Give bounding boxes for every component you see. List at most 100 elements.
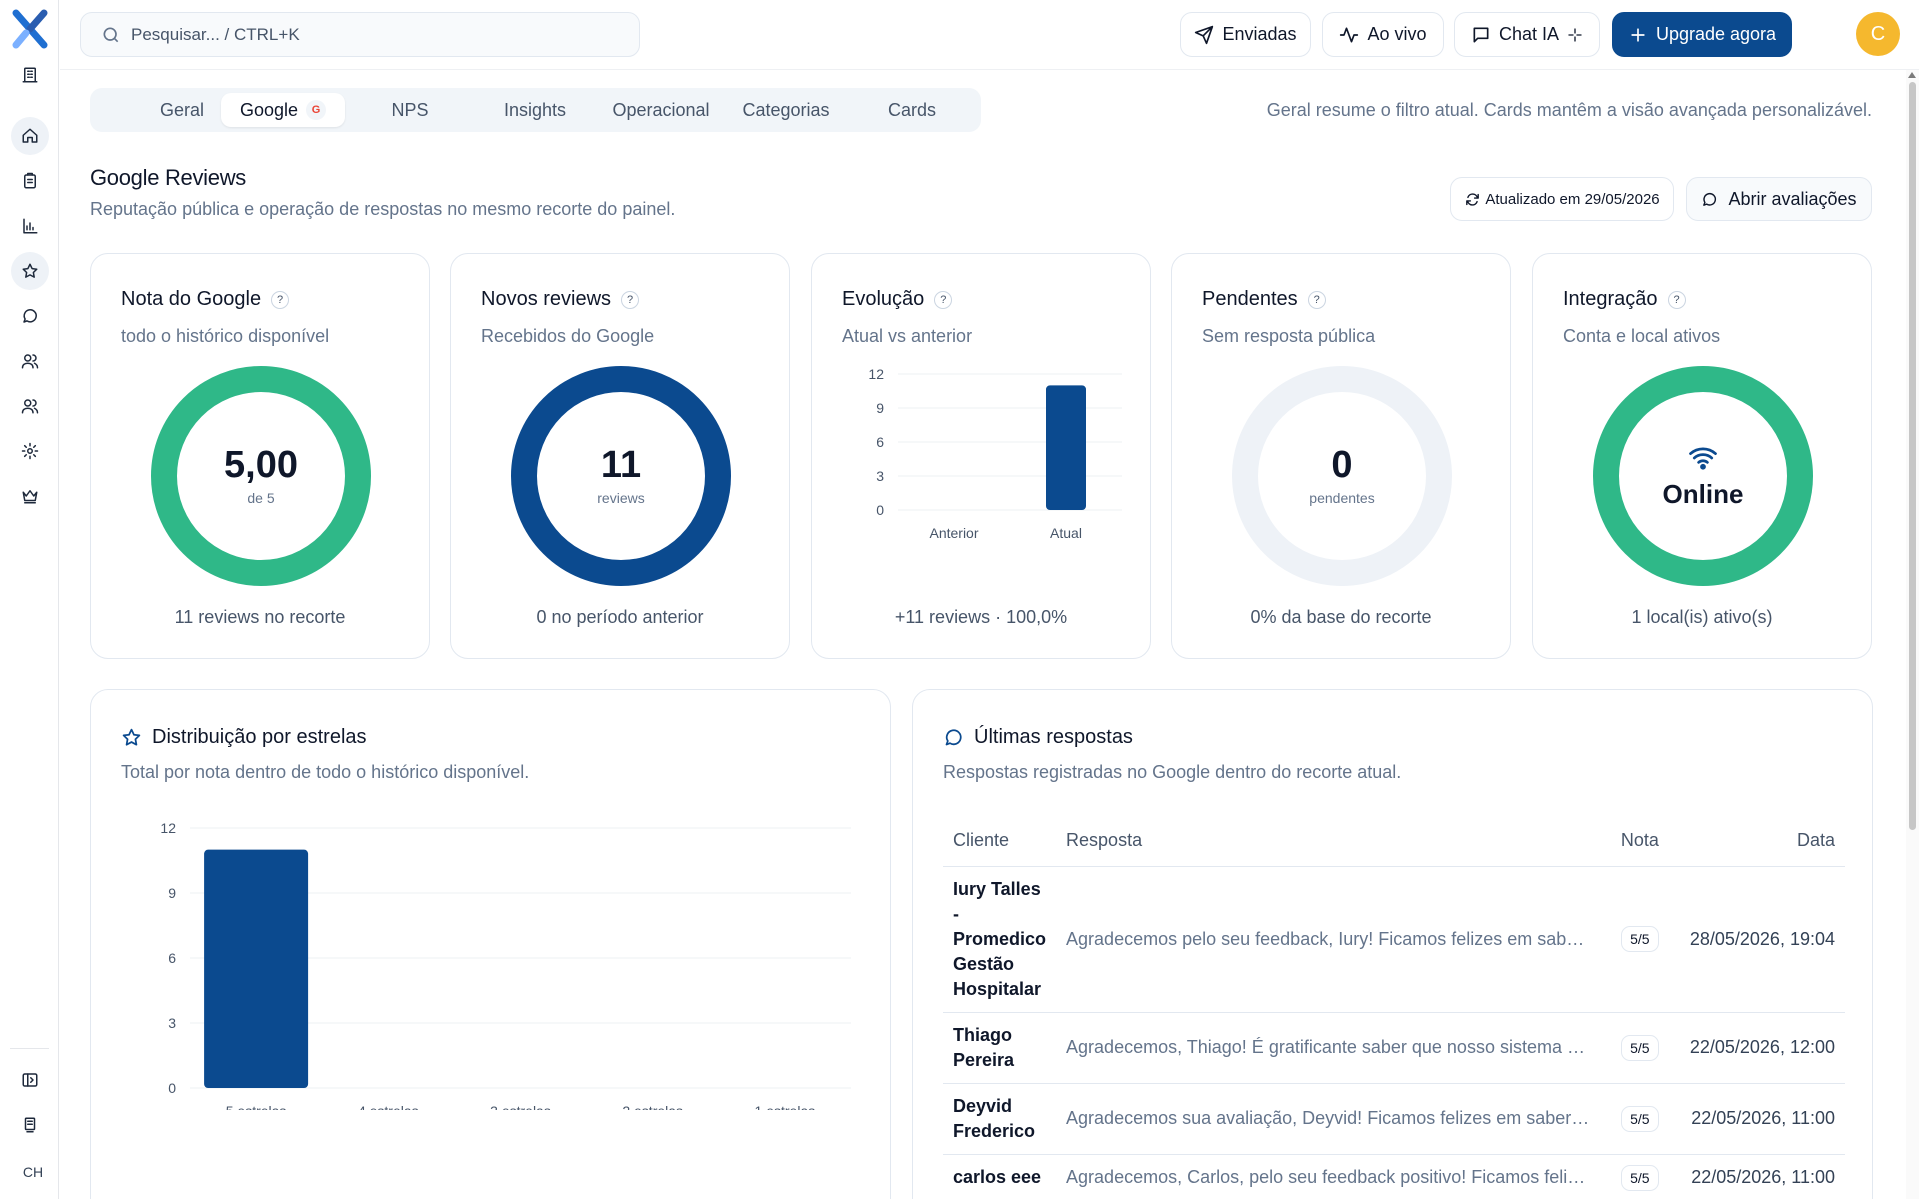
y-tick-label: 3 [168, 1015, 176, 1031]
table-row[interactable]: Deyvid Frederico Agradecemos sua avaliaç… [943, 1083, 1845, 1155]
clipboard-icon[interactable] [16, 167, 44, 195]
help-icon[interactable]: ? [1667, 290, 1686, 309]
tab-geral[interactable]: Geral [120, 93, 244, 127]
kpi-footer: 1 local(is) ativo(s) [1631, 607, 1773, 627]
cell-client: Thiago Pereira [943, 1012, 1057, 1084]
x-tick-label: 3 estrelas [490, 1103, 551, 1110]
cell-rating: 5/5 [1599, 1012, 1680, 1084]
top-header: Enviadas Ao vivo Chat IA Upgrade agora C [60, 0, 1919, 70]
table-row[interactable]: carlos eee Agradecemos, Carlos, pelo seu… [943, 1154, 1845, 1199]
tab-label: NPS [391, 99, 429, 120]
sent-button[interactable]: Enviadas [1180, 12, 1311, 57]
cell-client: Deyvid Frederico [943, 1083, 1057, 1155]
building-icon[interactable] [16, 61, 44, 89]
bar-1[interactable] [204, 849, 309, 1088]
kpi-title-text: Pendentes [1202, 288, 1298, 310]
rating-badge: 5/5 [1621, 1105, 1659, 1132]
search-input[interactable] [131, 24, 611, 45]
y-tick-label: 0 [168, 1080, 176, 1096]
evolution-bar-chart: 0 3 6 9 12 Anterior Atual [868, 366, 1122, 541]
table-header-row: Cliente Resposta Nota Data [943, 816, 1845, 867]
tab-label: Insights [503, 99, 567, 120]
search-box[interactable] [80, 12, 640, 57]
tab-operacional[interactable]: Operacional [599, 93, 723, 127]
help-icon[interactable]: ? [621, 290, 640, 309]
live-button-label: Ao vivo [1367, 24, 1427, 44]
upgrade-button[interactable]: Upgrade agora [1612, 12, 1792, 57]
cell-client: carlos eee [943, 1154, 1057, 1199]
kpi-card-rating: Nota do Google? todo o histórico disponí… [90, 253, 430, 659]
x-tick-label: 1 estrelas [755, 1103, 816, 1110]
kpi-title: Nota do Google? [121, 288, 290, 311]
bar-chart-icon[interactable] [16, 212, 44, 240]
kpi-footer: 11 reviews no recorte [174, 607, 346, 627]
cell-response: Agradecemos, Carlos, pelo seu feedback p… [1056, 1154, 1600, 1199]
card-title-text: Distribuição por estrelas [152, 726, 367, 748]
help-icon[interactable]: ? [934, 290, 953, 309]
table-row[interactable]: Thiago Pereira Agradecemos, Thiago! É gr… [943, 1012, 1845, 1084]
home-icon[interactable] [11, 117, 49, 155]
ring-center: 5,00 de 5 [151, 366, 371, 586]
page-scrollbar[interactable] [1906, 70, 1919, 1199]
x-tick-label: Atual [1050, 525, 1082, 541]
integration-status: Online [1662, 478, 1744, 509]
page-title: Google Reviews [90, 165, 246, 190]
message-icon[interactable] [16, 302, 44, 330]
kpi-footer: +11 reviews · 100,0% [894, 607, 1068, 627]
live-button[interactable]: Ao vivo [1322, 12, 1444, 57]
help-icon[interactable]: ? [1307, 290, 1326, 309]
ring-fill [1593, 366, 1813, 586]
y-tick-label: 3 [876, 468, 884, 484]
ring-fill [151, 366, 371, 586]
column-header-rating[interactable]: Nota [1599, 816, 1680, 867]
wifi-icon [1689, 446, 1717, 470]
gear-icon[interactable] [16, 437, 44, 465]
rating-ring [151, 366, 371, 586]
column-header-date[interactable]: Data [1679, 816, 1845, 867]
tab-label: Categorias [742, 99, 830, 120]
tab-categorias[interactable]: Categorias [724, 93, 848, 127]
updated-button[interactable]: Atualizado em 29/05/2026 [1450, 177, 1674, 221]
ring-track [1232, 366, 1452, 586]
refresh-icon [1466, 192, 1480, 206]
column-header-client[interactable]: Cliente [943, 816, 1057, 867]
card-subtitle: Total por nota dentro de todo o históric… [121, 762, 530, 782]
tab-google[interactable]: Google G [221, 93, 345, 127]
open-reviews-button[interactable]: Abrir avaliações [1686, 177, 1872, 221]
pending-unit: pendentes [1309, 490, 1375, 506]
sidebar-user-initials[interactable]: CH [22, 1164, 44, 1180]
bar-2[interactable] [1046, 385, 1086, 510]
ring-center: 11 reviews [511, 366, 731, 586]
team-icon[interactable] [16, 392, 44, 420]
column-header-response[interactable]: Resposta [1056, 816, 1600, 867]
kpi-subtitle: Conta e local ativos [1563, 326, 1721, 346]
users-icon[interactable] [16, 347, 44, 375]
panel-toggle-icon[interactable] [16, 1066, 44, 1094]
pending-value: 0 [1331, 444, 1353, 486]
card-title: Distribuição por estrelas [121, 726, 367, 749]
help-icon[interactable]: ? [271, 290, 290, 309]
kpi-card-pending: Pendentes? Sem resposta pública 0 penden… [1171, 253, 1511, 659]
crown-icon[interactable] [16, 482, 44, 510]
rating-unit: de 5 [247, 490, 275, 506]
upgrade-button-label: Upgrade agora [1655, 24, 1777, 44]
table-row[interactable]: Iury Talles - Promedico Gestão Hospitala… [943, 866, 1845, 1013]
user-avatar[interactable]: C [1856, 12, 1900, 56]
updated-label: Atualizado em 29/05/2026 [1485, 190, 1660, 208]
plus-icon [1631, 27, 1645, 42]
page-subtitle: Reputação pública e operação de resposta… [90, 199, 676, 219]
tab-insights[interactable]: Insights [473, 93, 597, 127]
receipt-icon[interactable] [16, 1111, 44, 1139]
scrollbar-thumb[interactable] [1909, 82, 1916, 830]
star-icon [122, 728, 141, 746]
scroll-up-arrow-icon[interactable] [1908, 72, 1916, 78]
star-icon[interactable] [11, 252, 49, 290]
app-logo-icon[interactable] [10, 9, 50, 49]
cell-response: Agradecemos sua avaliação, Deyvid! Ficam… [1056, 1083, 1600, 1155]
kpi-title-text: Integração [1563, 288, 1658, 310]
tab-cards[interactable]: Cards [850, 93, 974, 127]
tab-nps[interactable]: NPS [348, 93, 472, 127]
chat-ai-button[interactable]: Chat IA [1454, 12, 1600, 57]
kpi-title: Integração? [1563, 288, 1686, 311]
kpi-subtitle: Sem resposta pública [1202, 326, 1376, 346]
